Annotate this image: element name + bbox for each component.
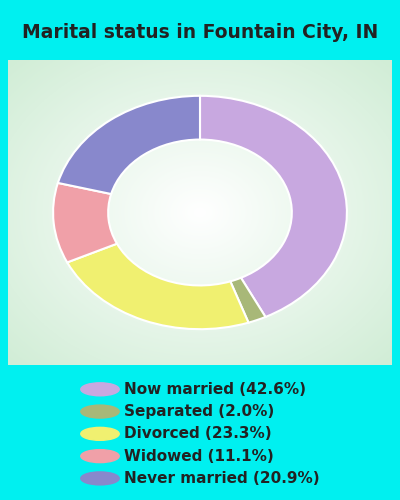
Text: Separated (2.0%): Separated (2.0%) bbox=[124, 404, 274, 419]
Circle shape bbox=[81, 383, 119, 396]
Wedge shape bbox=[67, 244, 248, 329]
Circle shape bbox=[81, 472, 119, 485]
Text: Marital status in Fountain City, IN: Marital status in Fountain City, IN bbox=[22, 24, 378, 42]
Wedge shape bbox=[200, 96, 347, 317]
Circle shape bbox=[81, 428, 119, 440]
Circle shape bbox=[81, 405, 119, 418]
Text: Divorced (23.3%): Divorced (23.3%) bbox=[124, 426, 272, 442]
Wedge shape bbox=[230, 278, 266, 322]
Text: Never married (20.9%): Never married (20.9%) bbox=[124, 471, 320, 486]
Text: Widowed (11.1%): Widowed (11.1%) bbox=[124, 448, 274, 464]
Text: Now married (42.6%): Now married (42.6%) bbox=[124, 382, 306, 397]
Wedge shape bbox=[53, 183, 117, 262]
Circle shape bbox=[81, 450, 119, 462]
Wedge shape bbox=[58, 96, 200, 194]
